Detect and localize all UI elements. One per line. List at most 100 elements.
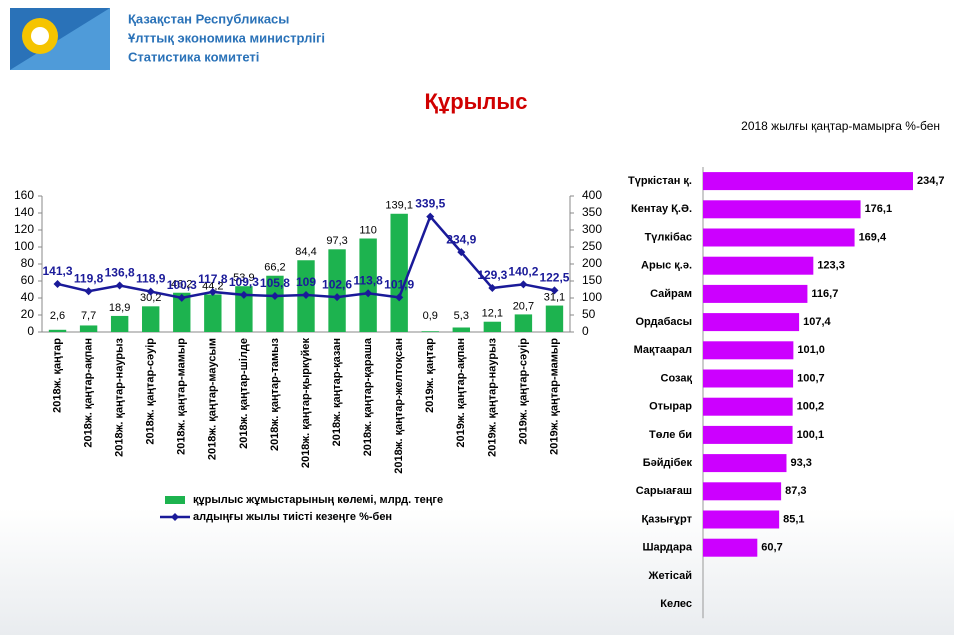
line-value-label: 119,8: [74, 271, 104, 285]
bar-value-label: 66,2: [264, 262, 285, 274]
bar-value-label: 5,3: [454, 310, 469, 322]
line-marker: [177, 293, 186, 302]
y-tick-label: Жетісай: [648, 570, 693, 582]
bar-value-label: 107,4: [803, 316, 831, 328]
line-marker: [488, 284, 497, 293]
y-tick-label: 120: [14, 222, 34, 236]
line-marker: [115, 281, 124, 290]
y-tick-label: Қазығұрт: [642, 513, 693, 525]
line-marker: [333, 293, 342, 302]
bar: [703, 425, 793, 444]
bar: [235, 286, 253, 332]
bar: [703, 538, 758, 557]
bar-value-label: 44,2: [202, 280, 223, 292]
line-value-label: 109: [296, 275, 316, 289]
line-marker: [364, 289, 373, 298]
bar-value-label: 18,9: [109, 302, 130, 314]
bar: [703, 454, 787, 473]
y-tick-label: 140: [14, 205, 34, 219]
bar-value-label: 53,9: [233, 272, 254, 284]
bar-value-label: 176,1: [865, 203, 893, 215]
bar-value-label: 169,4: [859, 231, 887, 243]
bar-value-label: 31,1: [544, 291, 565, 303]
x-tick-label: 2018ж. қаңтар-тамыз: [269, 337, 281, 451]
bar: [703, 482, 782, 501]
line-marker: [84, 287, 93, 296]
chart-subtitle: 2018 жылғы қаңтар-мамырға %-бен: [741, 119, 940, 133]
y-tick-label: 160: [14, 188, 34, 202]
header-line: Қазақстан Республикасы: [128, 11, 289, 26]
bar: [703, 172, 913, 191]
bar: [266, 275, 284, 332]
bar-value-label: 123,3: [817, 260, 845, 272]
bar: [703, 284, 808, 303]
bar-value-label: 12,1: [482, 308, 503, 320]
bar: [703, 200, 861, 219]
x-tick-label: 2018ж. қаңтар-сәуір: [145, 338, 157, 445]
bar: [79, 325, 98, 332]
x-tick-label: 2018ж. қаңтар-ақпан: [82, 338, 94, 448]
y-tick-label: Төле би: [649, 429, 692, 441]
y-tick-label: Шардара: [642, 542, 692, 554]
bar-value-label: 139,1: [385, 200, 413, 212]
y-tick-label: Кентау Қ.Ә.: [631, 203, 692, 215]
bar: [483, 321, 502, 332]
line-value-label: 129,3: [477, 268, 507, 282]
y2-tick-label: 300: [582, 222, 602, 236]
line-value-label: 118,9: [136, 272, 166, 286]
y2-tick-label: 50: [582, 307, 596, 321]
bar: [48, 329, 67, 332]
x-tick-label: 2018ж. қаңтар-қазан: [331, 338, 343, 446]
line-marker: [270, 292, 279, 301]
x-tick-label: 2019ж. қаңтар-ақпан: [455, 338, 467, 448]
bar-value-label: 20,7: [513, 300, 534, 312]
bar-value-label: 101,0: [797, 344, 825, 356]
bar-value-label: 60,7: [761, 542, 782, 554]
bar: [703, 510, 780, 529]
line-value-label: 122,5: [539, 271, 569, 285]
bar: [142, 306, 160, 332]
x-tick-label: 2018ж. қаңтар-наурыз: [114, 337, 126, 456]
x-tick-label: 2018ж. қаңтар-маусым: [207, 338, 219, 460]
bar-value-label: 87,3: [785, 485, 806, 497]
bar: [703, 228, 855, 247]
line-marker: [457, 248, 466, 257]
x-tick-label: 2019ж. қаңтар: [424, 338, 436, 413]
line-marker: [426, 212, 435, 221]
x-tick-label: 2019ж. қаңтар-сәуір: [517, 338, 529, 445]
bar: [173, 292, 191, 332]
bar-value-label: 84,4: [295, 246, 316, 258]
y-tick-label: 40: [21, 290, 35, 304]
bar: [359, 238, 377, 332]
y2-tick-label: 200: [582, 256, 602, 270]
legend-swatch: [165, 496, 185, 504]
bar-value-label: 97,3: [326, 235, 347, 247]
bar-value-label: 30,2: [140, 292, 161, 304]
bar-value-label: 7,7: [81, 310, 96, 322]
x-tick-label: 2018ж. қаңтар-мамыр: [176, 338, 188, 455]
y-tick-label: 0: [27, 324, 34, 338]
bar: [328, 249, 346, 332]
line-value-label: 105,8: [260, 276, 290, 290]
line-value-label: 339,5: [415, 197, 445, 211]
line-value-label: 234,9: [446, 232, 476, 246]
bar-value-label: 85,1: [783, 513, 804, 525]
line-value-label: 102,6: [322, 277, 352, 291]
line-marker: [208, 287, 217, 296]
line-value-label: 101,9: [384, 278, 414, 292]
line-marker: [395, 293, 404, 302]
bar-value-label: 93,3: [790, 457, 811, 469]
line-marker: [550, 286, 559, 295]
bar: [545, 305, 564, 332]
line-value-label: 100,3: [167, 278, 197, 292]
bar: [452, 327, 470, 332]
bar: [703, 313, 800, 332]
line-value-label: 109,3: [229, 275, 259, 289]
bar-value-label: 110: [359, 224, 377, 236]
x-tick-label: 2018ж. қаңтар: [51, 338, 63, 413]
bar: [703, 341, 794, 360]
bar: [421, 331, 439, 332]
y-tick-label: Түркістан қ.: [628, 175, 692, 187]
line-value-label: 140,2: [508, 265, 538, 279]
